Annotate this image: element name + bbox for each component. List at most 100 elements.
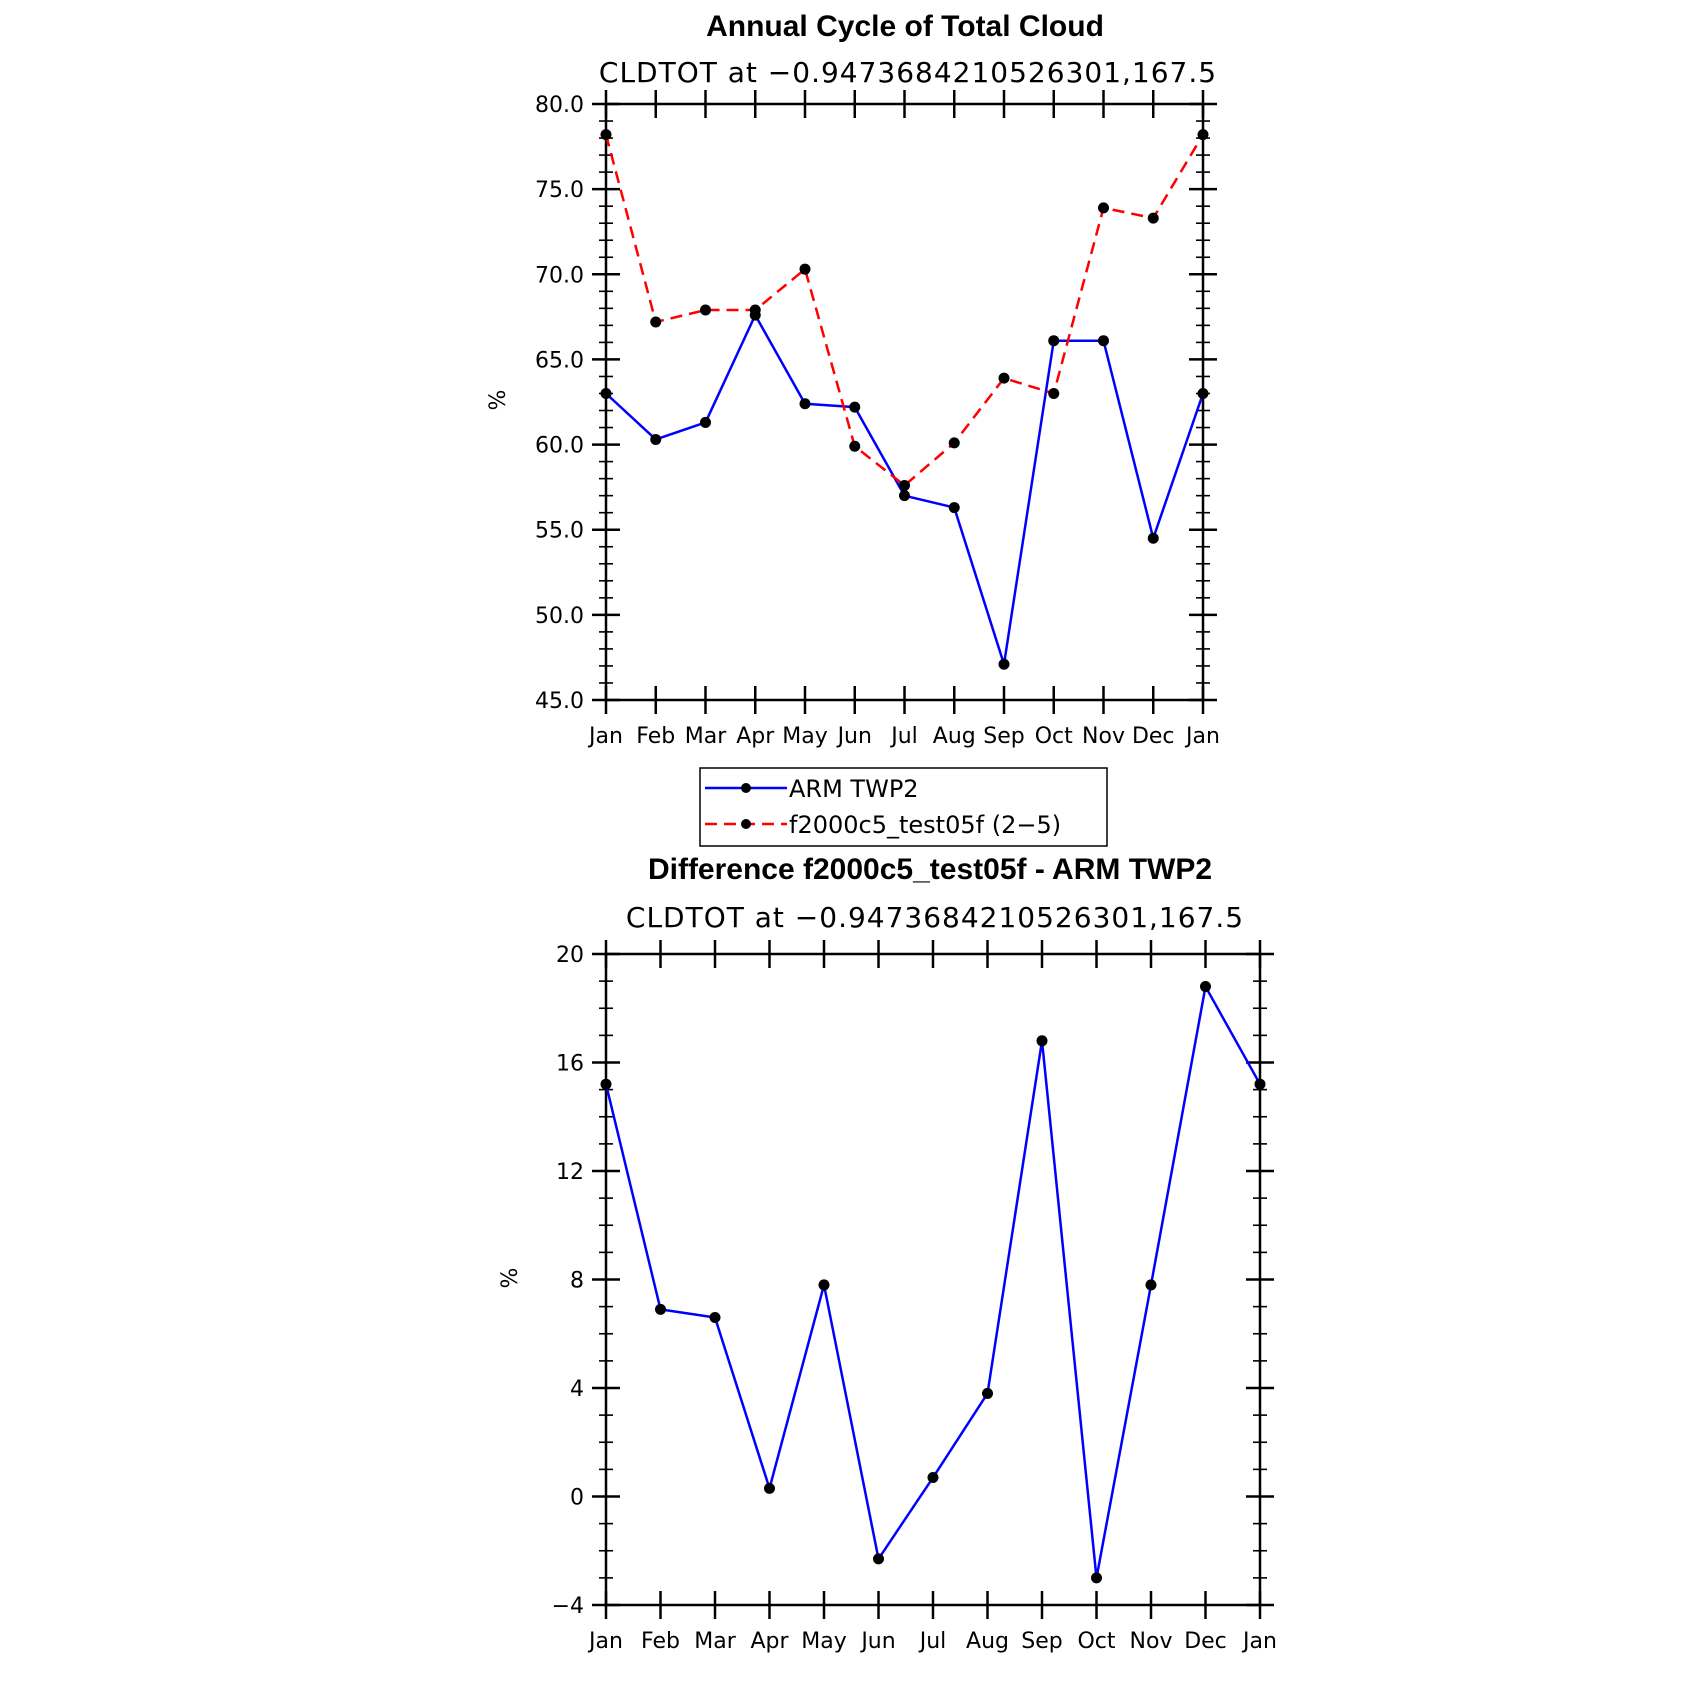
top-data-point-0 [600, 387, 612, 399]
top-data-point-1 [998, 372, 1010, 384]
top-xtick-label: Jan [1184, 724, 1220, 749]
bottom-data-point-0 [655, 1303, 666, 1315]
top-data-point-0 [998, 658, 1010, 670]
top-data-point-0 [899, 490, 910, 502]
bottom-xtick-label: May [801, 1629, 846, 1654]
bottom-xtick-label: Apr [750, 1629, 789, 1654]
bottom-ytick-label: 20 [556, 943, 584, 968]
top-ytick-label: 80.0 [535, 93, 584, 118]
bottom-xtick-label: Feb [641, 1629, 680, 1654]
top-chart-ylabel: % [486, 390, 511, 411]
bottom-xtick-label: Jul [918, 1629, 947, 1654]
top-xtick-label: Apr [736, 724, 775, 749]
top-data-point-1 [650, 316, 662, 328]
bottom-data-point-0 [818, 1279, 830, 1291]
top-data-point-1 [1197, 129, 1209, 141]
bottom-chart-ylabel: % [498, 1268, 523, 1289]
bottom-data-point-0 [1036, 1035, 1048, 1047]
top-data-point-0 [1048, 335, 1060, 347]
top-ytick-label: 65.0 [535, 348, 584, 373]
bottom-data-point-0 [1200, 981, 1211, 993]
bottom-xtick-label: Jan [587, 1629, 623, 1654]
bottom-data-point-0 [1145, 1279, 1157, 1291]
bottom-xtick-label: Mar [694, 1629, 736, 1654]
top-data-point-0 [948, 502, 960, 514]
top-xtick-label: May [782, 724, 827, 749]
top-data-point-1 [700, 304, 711, 316]
top-data-point-0 [700, 416, 711, 428]
legend-marker-arm [741, 783, 751, 793]
top-plot-area: 45.0 50.0 55.0 60.0 65.0 70.0 75.0 80.0 Jan Feb Ma… [535, 90, 1220, 749]
bottom-xtick-label: Dec [1184, 1629, 1227, 1654]
bottom-xtick-label: Jun [859, 1629, 895, 1654]
bottom-xtick-label: Aug [966, 1629, 1009, 1654]
legend-entry-model: f2000c5_test05f (2−5) [705, 811, 1061, 839]
bottom-series-line-0 [604, 985, 1262, 1580]
top-data-point-1 [749, 304, 761, 316]
top-xtick-label: Dec [1132, 724, 1175, 749]
bottom-data-point-0 [982, 1387, 993, 1399]
top-xtick-label: Nov [1082, 724, 1125, 749]
bottom-plot-frame [604, 952, 1262, 1607]
top-xtick-label: Jan [587, 724, 623, 749]
top-data-point-1 [600, 129, 612, 141]
bottom-xtick-label: Oct [1077, 1629, 1115, 1654]
top-plot-frame [604, 102, 1205, 702]
top-data-point-1 [899, 479, 910, 491]
bottom-chart-subtitle: CLDTOT at −0.9473684210526301,167.5 [626, 901, 1244, 934]
legend-marker-model [741, 819, 751, 829]
bottom-ytick-label: 4 [570, 1377, 584, 1402]
top-ytick-label: 75.0 [535, 178, 584, 203]
top-data-point-1 [799, 263, 811, 275]
bottom-plot-area: −4 0 4 8 12 16 20 Jan Feb Mar Apr May Jun Jul Aug Sep Oc… [552, 940, 1277, 1654]
top-ytick-label: 60.0 [535, 434, 584, 459]
top-data-point-1 [849, 440, 861, 452]
top-chart-subtitle: CLDTOT at −0.9473684210526301,167.5 [599, 56, 1217, 89]
bottom-data-point-0 [764, 1482, 775, 1494]
bottom-data-point-0 [1254, 1078, 1266, 1090]
top-ytick-label: 55.0 [535, 519, 584, 544]
top-ytick-label: 45.0 [535, 689, 584, 714]
legend-box [699, 767, 1108, 847]
top-series-line-1 [604, 134, 1205, 487]
top-data-point-1 [1147, 212, 1159, 224]
top-xtick-label: Jun [836, 724, 872, 749]
bottom-data-point-0 [600, 1078, 612, 1090]
bottom-data-point-0 [1091, 1572, 1102, 1584]
bottom-ytick-label: 16 [556, 1052, 584, 1077]
top-data-point-1 [1048, 387, 1060, 399]
legend-label-arm: ARM TWP2 [789, 775, 919, 803]
top-data-point-0 [849, 401, 861, 413]
top-chart-title: Annual Cycle of Total Cloud [706, 10, 1104, 43]
top-data-point-0 [799, 398, 811, 410]
bottom-chart-title: Difference f2000c5_test05f - ARM TWP2 [648, 853, 1212, 886]
legend: ARM TWP2 f2000c5_test05f (2−5) [699, 767, 1108, 847]
top-data-point-0 [1147, 532, 1159, 544]
top-data-point-1 [948, 437, 960, 449]
bottom-xtick-label: Nov [1130, 1629, 1173, 1654]
top-xtick-label: Sep [983, 724, 1024, 749]
top-xtick-label: Aug [933, 724, 976, 749]
bottom-ytick-label: −4 [552, 1594, 584, 1619]
top-data-point-0 [1197, 387, 1209, 399]
legend-entry-arm: ARM TWP2 [705, 775, 919, 803]
bottom-xtick-label: Sep [1021, 1629, 1062, 1654]
top-data-point-0 [1098, 335, 1109, 347]
bottom-data-point-0 [927, 1472, 939, 1484]
top-xtick-label: Mar [685, 724, 727, 749]
bottom-data-point-0 [873, 1553, 884, 1565]
bottom-ytick-label: 0 [570, 1486, 584, 1511]
top-ytick-label: 70.0 [535, 263, 584, 288]
top-xtick-label: Feb [636, 724, 675, 749]
top-data-point-1 [1098, 202, 1109, 214]
top-ytick-label: 50.0 [535, 604, 584, 629]
legend-label-model: f2000c5_test05f (2−5) [789, 811, 1061, 839]
bottom-xtick-label: Jan [1241, 1629, 1277, 1654]
top-data-point-0 [650, 433, 662, 445]
bottom-ytick-label: 12 [556, 1160, 584, 1185]
bottom-ytick-label: 8 [570, 1269, 584, 1294]
bottom-data-point-0 [709, 1311, 721, 1323]
top-xtick-label: Jul [889, 724, 918, 749]
